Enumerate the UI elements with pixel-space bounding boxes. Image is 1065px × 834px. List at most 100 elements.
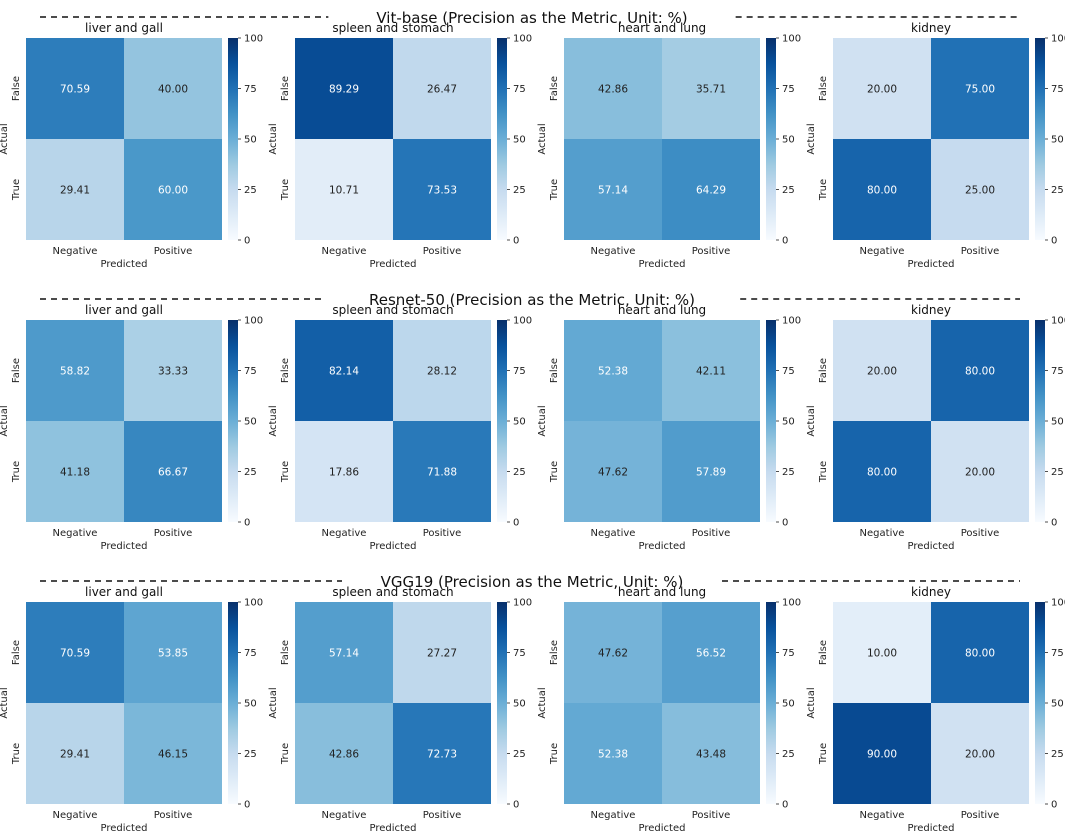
cell-value-label: 28.12: [427, 366, 457, 378]
y-tick-label: False: [11, 640, 22, 665]
heatmap-cell: [393, 703, 491, 804]
cell-value-label: 60.00: [158, 185, 188, 197]
colorbar-tick-label: 25: [513, 749, 526, 760]
heatmap-cell: [931, 602, 1029, 703]
heatmap-panel: spleen and stomach 82.14 28.12 17.86 71.88 Fa…: [268, 303, 532, 552]
panel-title: heart and lung: [618, 585, 706, 599]
heatmap-cell: [662, 602, 760, 703]
colorbar-tick-label: 75: [782, 648, 795, 659]
y-axis-label: Actual: [806, 687, 817, 718]
y-tick-label: False: [549, 76, 560, 101]
row-heading: VGG19 (Precision as the Metric, Unit: %): [381, 573, 684, 591]
cell-value-label: 20.00: [867, 366, 897, 378]
x-tick-label: Positive: [692, 810, 731, 821]
y-axis-label: Actual: [0, 123, 10, 154]
y-axis-label: Actual: [806, 123, 817, 154]
x-tick-label: Positive: [961, 528, 1000, 539]
cell-value-label: 46.15: [158, 749, 188, 761]
heatmap-cell: [393, 320, 491, 421]
heatmap-panel: heart and lung 47.62 56.52 52.38 43.48 False T…: [537, 585, 801, 834]
colorbar-tick-label: 75: [782, 84, 795, 95]
heatmap-cell: [26, 320, 124, 421]
heatmap-cell: [833, 421, 931, 522]
colorbar-tick-label: 0: [1051, 236, 1057, 247]
cell-value-label: 26.47: [427, 84, 457, 96]
cell-value-label: 75.00: [965, 84, 995, 96]
heatmap-cell: [564, 38, 662, 139]
cell-value-label: 70.59: [60, 648, 90, 660]
x-axis-label: Predicted: [639, 259, 686, 270]
x-axis-label: Predicted: [639, 823, 686, 834]
heatmap-cell: [662, 38, 760, 139]
y-tick-label: False: [549, 358, 560, 383]
cell-value-label: 29.41: [60, 185, 90, 197]
colorbar-tick-label: 50: [244, 135, 257, 146]
heatmap-cell: [564, 320, 662, 421]
x-tick-label: Positive: [961, 810, 1000, 821]
heatmap-cell: [833, 703, 931, 804]
x-tick-label: Negative: [53, 528, 98, 539]
heatmap-cell: [564, 602, 662, 703]
heatmap-cell: [662, 320, 760, 421]
colorbar-tick-label: 25: [1051, 749, 1064, 760]
y-tick-label: True: [549, 179, 560, 201]
cell-value-label: 10.00: [867, 648, 897, 660]
y-tick-label: True: [818, 461, 829, 483]
x-axis-label: Predicted: [908, 541, 955, 552]
heatmap-cell: [564, 421, 662, 522]
cell-value-label: 82.14: [329, 366, 359, 378]
heatmap-cell: [295, 38, 393, 139]
x-tick-label: Negative: [322, 246, 367, 257]
heatmap-panel: kidney 20.00 75.00 80.00 25.00 False True Actua…: [806, 21, 1065, 270]
heatmap-cell: [833, 139, 931, 240]
colorbar-tick-label: 0: [244, 236, 250, 247]
colorbar-tick-label: 0: [782, 236, 788, 247]
heatmap-panel: liver and gall 70.59 53.85 29.41 46.15 False T…: [0, 585, 263, 834]
y-tick-label: True: [11, 743, 22, 765]
heatmap-cell: [931, 139, 1029, 240]
heatmap-cell: [26, 602, 124, 703]
x-axis-label: Predicted: [370, 259, 417, 270]
heatmap-cell: [26, 703, 124, 804]
colorbar-tick-label: 0: [244, 518, 250, 529]
heatmap-cell: [564, 139, 662, 240]
colorbar-tick-label: 100: [244, 316, 263, 327]
heatmap-cell: [931, 320, 1029, 421]
colorbar-tick-label: 0: [513, 800, 519, 811]
x-tick-label: Positive: [692, 528, 731, 539]
colorbar-tick-label: 100: [244, 598, 263, 609]
x-axis-label: Predicted: [101, 823, 148, 834]
heatmap-panel: kidney 10.00 80.00 90.00 20.00 False True Actua…: [806, 585, 1065, 834]
cell-value-label: 27.27: [427, 648, 457, 660]
panel-title: kidney: [911, 303, 951, 317]
colorbar: [766, 38, 776, 240]
y-tick-label: True: [818, 743, 829, 765]
heatmap-cell: [393, 602, 491, 703]
colorbar-tick-label: 0: [244, 800, 250, 811]
x-axis-label: Predicted: [370, 541, 417, 552]
heatmap-cell: [662, 703, 760, 804]
colorbar-tick-label: 50: [1051, 417, 1064, 428]
cell-value-label: 80.00: [965, 648, 995, 660]
panel-title: heart and lung: [618, 21, 706, 35]
colorbar-tick-label: 75: [513, 84, 526, 95]
cell-value-label: 53.85: [158, 648, 188, 660]
x-tick-label: Negative: [860, 810, 905, 821]
panel-title: heart and lung: [618, 303, 706, 317]
row-heading: Vit-base (Precision as the Metric, Unit:…: [376, 9, 687, 27]
heatmap-cell: [26, 421, 124, 522]
colorbar-tick-label: 25: [782, 749, 795, 760]
cell-value-label: 42.86: [329, 749, 359, 761]
colorbar: [228, 602, 238, 804]
x-axis-label: Predicted: [101, 541, 148, 552]
cell-value-label: 52.38: [598, 366, 628, 378]
cell-value-label: 57.89: [696, 467, 726, 479]
cell-value-label: 66.67: [158, 467, 188, 479]
colorbar-tick-label: 0: [782, 518, 788, 529]
heatmap-cell: [393, 139, 491, 240]
x-tick-label: Positive: [154, 528, 193, 539]
colorbar-tick-label: 50: [244, 699, 257, 710]
cell-value-label: 17.86: [329, 467, 359, 479]
colorbar: [1035, 320, 1045, 522]
cell-value-label: 72.73: [427, 749, 457, 761]
